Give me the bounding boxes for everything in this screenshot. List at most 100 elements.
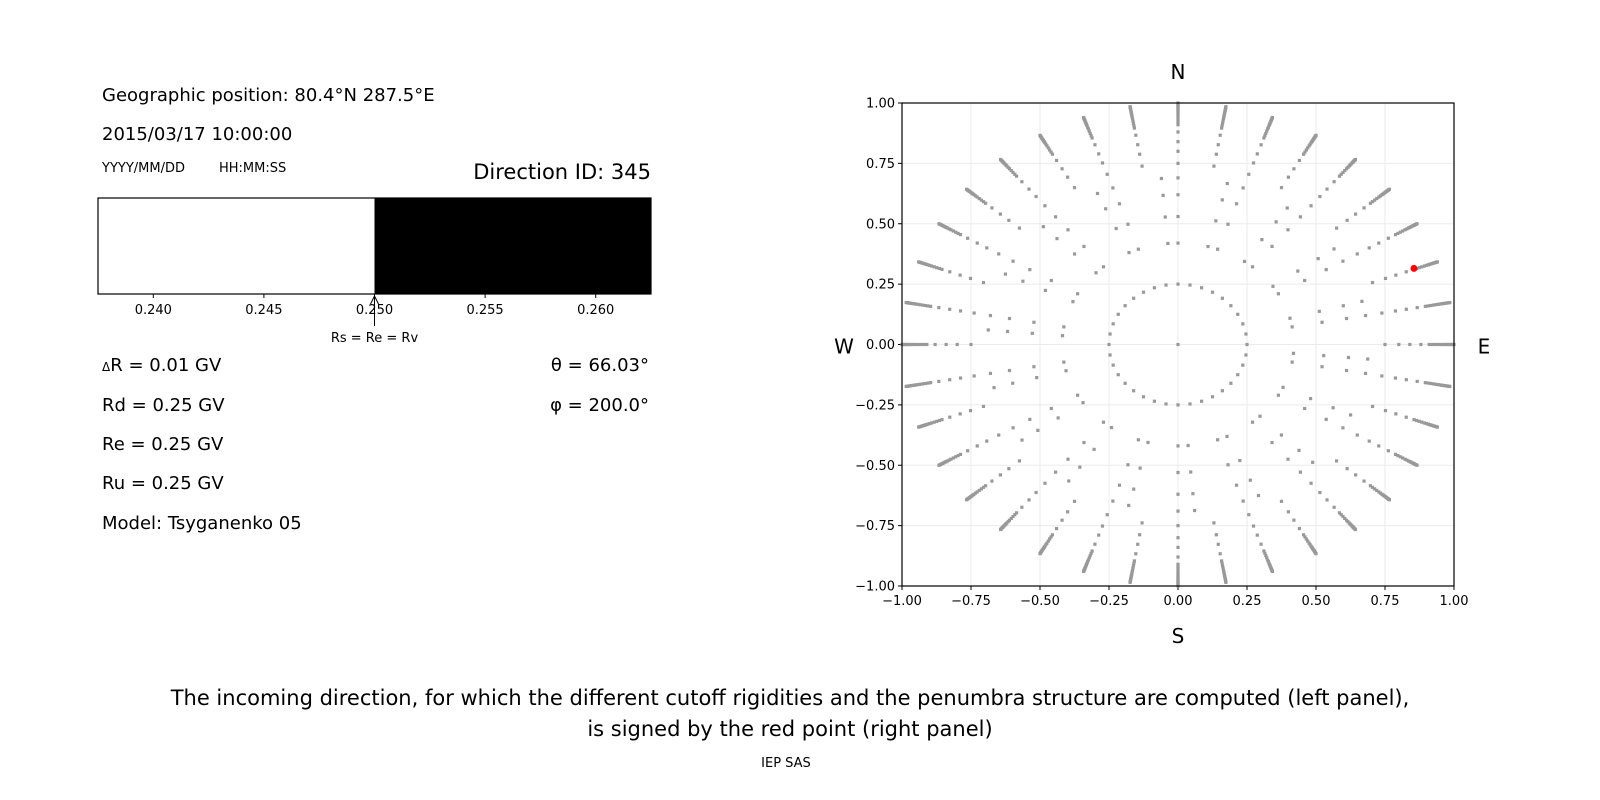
direction-point — [1325, 498, 1329, 502]
x-tick-label: −0.50 — [1020, 594, 1060, 609]
direction-point — [977, 488, 981, 493]
direction-point — [1270, 440, 1274, 445]
direction-point — [932, 420, 936, 424]
direction-point — [1434, 303, 1438, 307]
direction-point — [1060, 334, 1065, 338]
direction-point — [968, 276, 973, 281]
direction-point — [1346, 355, 1351, 360]
direction-point — [949, 457, 953, 461]
direction-point — [1108, 353, 1112, 357]
direction-point — [1214, 533, 1218, 537]
direction-point — [1404, 378, 1408, 382]
direction-point — [1303, 278, 1307, 283]
direction-point — [1317, 309, 1321, 313]
direction-point — [979, 198, 983, 202]
x-tick-label: 0.75 — [1371, 594, 1400, 609]
direction-point — [1128, 580, 1132, 584]
direction-point — [1285, 206, 1289, 210]
direction-point — [1007, 218, 1011, 222]
direction-point — [1043, 204, 1047, 208]
direction-point — [1046, 539, 1050, 543]
direction-point — [1210, 290, 1215, 294]
direction-point — [1011, 514, 1015, 519]
direction-point — [1126, 222, 1130, 226]
direction-point — [1176, 470, 1180, 475]
compass-north: N — [1171, 60, 1186, 84]
direction-point — [1424, 263, 1428, 268]
x-tick-label: −0.25 — [1089, 594, 1129, 609]
direction-point — [1274, 220, 1278, 224]
direction-point — [1132, 559, 1136, 563]
direction-point — [985, 439, 989, 443]
ru-value: Ru = 0.25 GV — [102, 473, 224, 494]
direction-point — [923, 303, 927, 308]
direction-point — [1176, 149, 1180, 153]
direction-point — [937, 418, 941, 423]
direction-point — [1433, 342, 1437, 347]
direction-point — [935, 419, 939, 423]
direction-point — [1301, 533, 1306, 537]
direction-point — [1250, 420, 1255, 424]
direction-point — [1076, 292, 1080, 296]
direction-point — [1176, 492, 1180, 496]
direction-point — [1264, 131, 1268, 136]
direction-point — [1276, 292, 1280, 296]
direction-point — [1100, 161, 1105, 165]
direction-point — [1348, 413, 1353, 417]
direction-point — [926, 381, 930, 385]
direction-point — [1324, 268, 1328, 272]
direction-point — [1066, 228, 1070, 232]
direction-point — [1199, 286, 1204, 290]
direction-point — [937, 222, 941, 226]
direction-point — [1241, 322, 1245, 326]
direction-point — [1199, 399, 1204, 403]
direction-point — [1060, 167, 1064, 171]
direction-point — [1017, 226, 1022, 230]
rd-value: Rd = 0.25 GV — [102, 395, 225, 416]
direction-point — [1072, 186, 1077, 190]
delta-symbol: Δ — [102, 360, 111, 374]
direction-point — [1088, 131, 1092, 136]
direction-point — [954, 455, 958, 459]
direction-point — [1192, 508, 1197, 513]
direction-point — [940, 267, 944, 271]
direction-point — [1130, 570, 1134, 574]
direction-point — [1220, 126, 1224, 130]
direction-point — [1244, 332, 1248, 336]
direction-point — [1028, 417, 1032, 421]
direction-point — [1370, 200, 1375, 204]
direction-point — [1062, 325, 1066, 329]
direction-point — [1117, 202, 1122, 206]
direction-point — [1308, 396, 1313, 401]
caption-line-2: is signed by the red point (right panel) — [587, 717, 993, 741]
x-tick-label: 0.255 — [466, 303, 503, 318]
direction-point — [1236, 373, 1240, 377]
direction-point — [1309, 204, 1313, 208]
direction-point — [998, 212, 1003, 216]
direction-point — [1229, 381, 1233, 385]
direction-point — [1020, 505, 1024, 509]
direction-point — [1132, 389, 1136, 393]
direction-point — [1435, 425, 1439, 429]
direction-point — [988, 371, 993, 376]
direction-point — [1050, 152, 1055, 156]
direction-point — [1176, 342, 1180, 347]
direction-point — [1176, 536, 1180, 540]
direction-point — [1176, 118, 1180, 122]
direction-point — [1435, 260, 1439, 264]
direction-point — [984, 484, 988, 488]
direction-point — [1415, 222, 1419, 226]
direction-point — [1263, 551, 1267, 555]
direction-point — [1403, 228, 1407, 232]
direction-point — [928, 263, 932, 268]
direction-point — [1176, 403, 1180, 407]
direction-point — [1092, 447, 1096, 451]
direction-point — [1339, 172, 1343, 176]
direction-point — [1005, 329, 1010, 334]
direction-point — [1255, 533, 1259, 537]
direction-point — [932, 265, 936, 269]
direction-point — [997, 252, 1001, 256]
direction-point — [1066, 175, 1070, 179]
direction-point — [904, 384, 908, 389]
direction-point — [1431, 303, 1436, 307]
